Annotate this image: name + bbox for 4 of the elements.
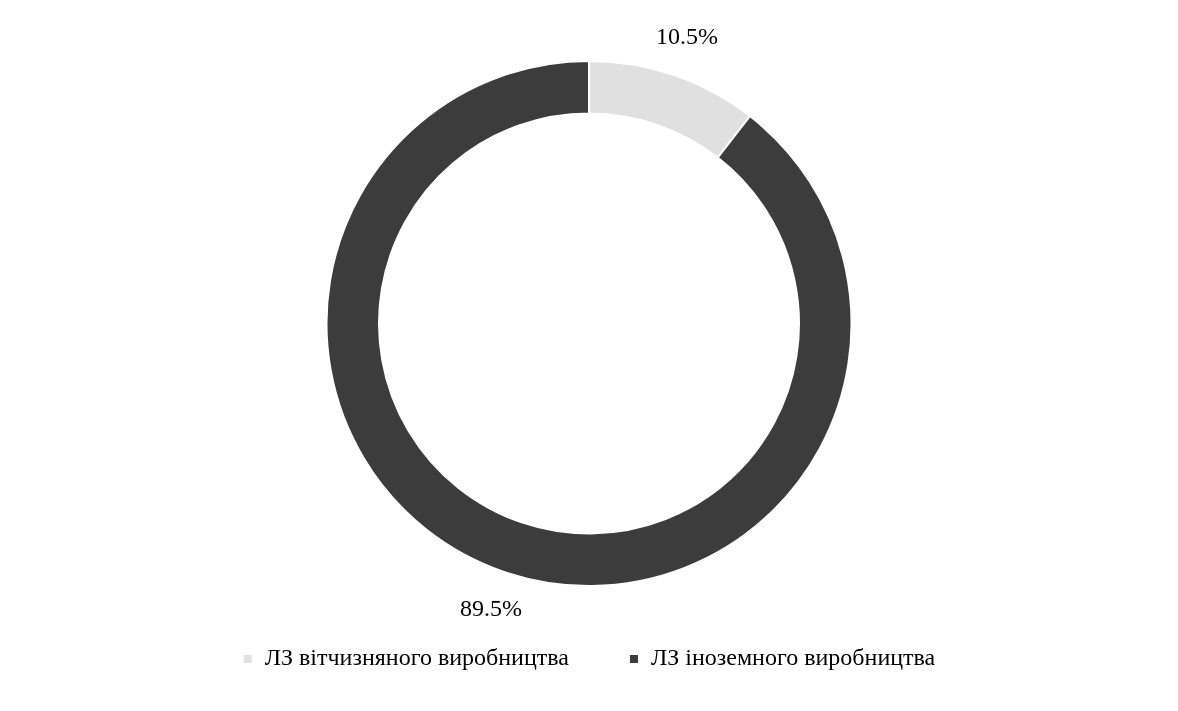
data-label: 89.5% <box>460 594 523 621</box>
legend-label: ЛЗ вітчизняного виробництва <box>264 644 570 671</box>
legend-label: ЛЗ іноземного виробництва <box>650 644 936 671</box>
data-label: 10.5% <box>655 22 718 49</box>
